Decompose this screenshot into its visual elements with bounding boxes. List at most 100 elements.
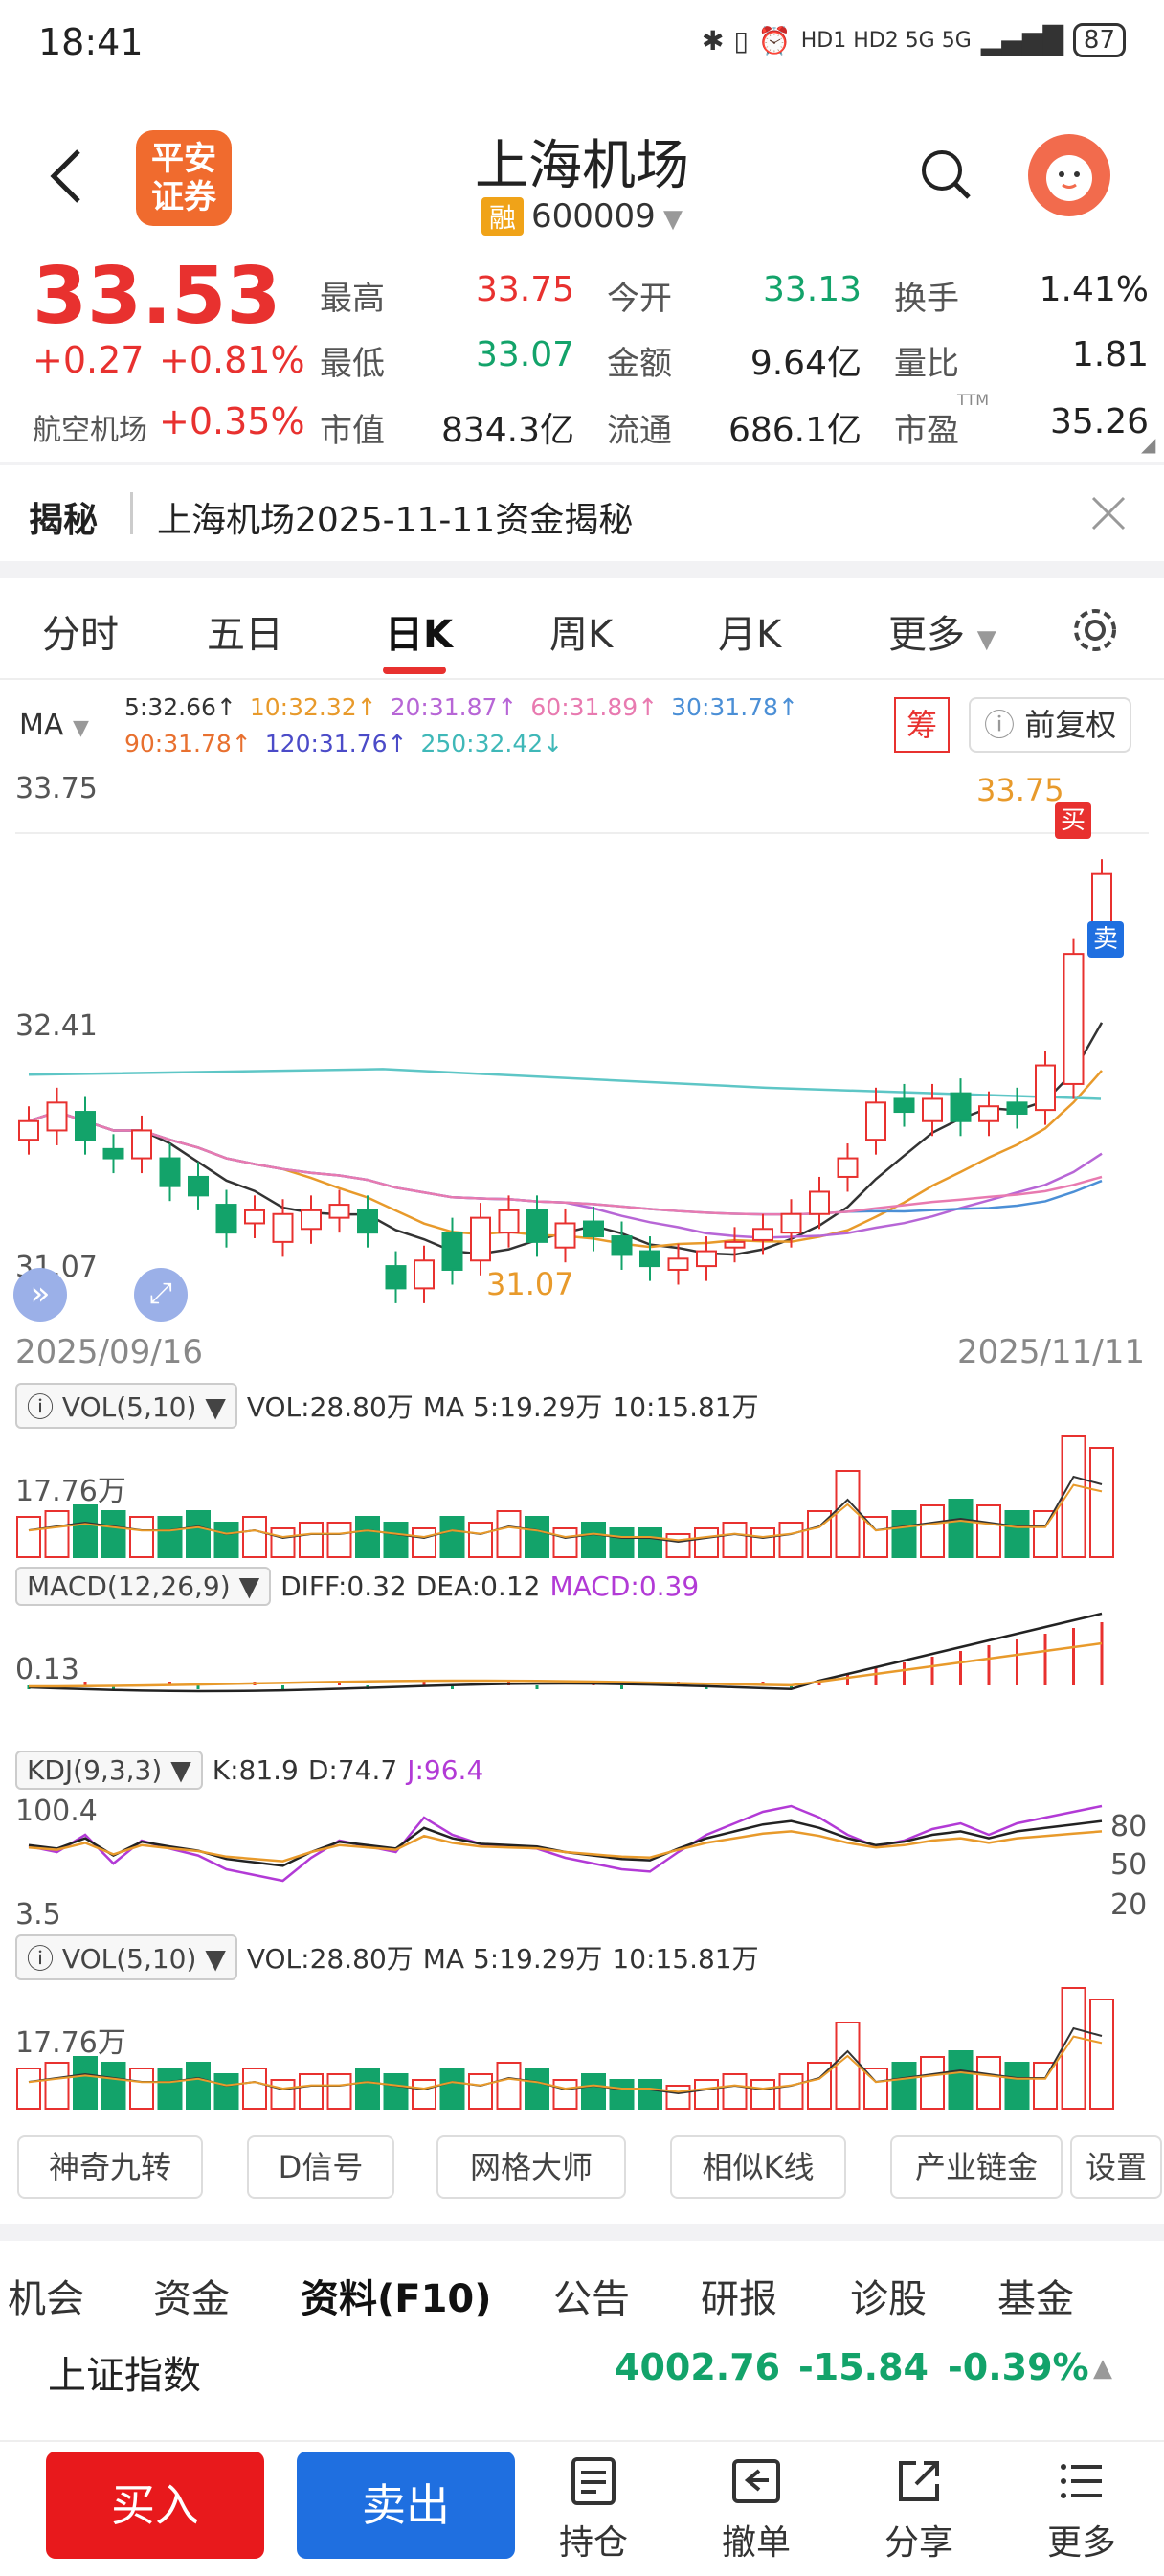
volume-bar xyxy=(496,1510,522,1558)
date-end: 2025/11/11 xyxy=(957,1333,1145,1371)
tab-announcement[interactable]: 公告 xyxy=(553,2277,630,2321)
share-button[interactable]: 分享 xyxy=(862,2455,976,2565)
tab-more[interactable]: 更多 ▼ xyxy=(888,603,996,659)
info-icon: ⓘ xyxy=(27,1391,62,1423)
candle-body xyxy=(978,1105,999,1122)
min-price-label: 31.07 xyxy=(486,1266,574,1302)
volume-bar xyxy=(835,1470,861,1558)
volume-bar xyxy=(694,1527,719,1558)
info-icon: ⓘ xyxy=(27,1943,62,1975)
settings-gear-icon[interactable] xyxy=(1070,605,1120,655)
sector-name[interactable]: 航空机场 xyxy=(33,414,147,447)
vol2-ma10: 10:15.81万 xyxy=(612,1943,759,1975)
volume-bar xyxy=(638,2079,662,2110)
volume-chart-2[interactable] xyxy=(0,1975,1164,2111)
tab-capital[interactable]: 资金 xyxy=(153,2277,230,2321)
candle-body xyxy=(301,1209,322,1231)
date-start: 2025/09/16 xyxy=(15,1333,203,1371)
label-high: 最高 xyxy=(320,280,385,318)
banner-text: 上海机场2025-11-11资金揭秘 xyxy=(157,501,634,540)
buy-signal-marker[interactable]: 买 xyxy=(1055,802,1091,839)
tool-d-signal[interactable]: D信号 xyxy=(247,2135,394,2199)
kdj-axis-top: 100.4 xyxy=(15,1795,98,1828)
tab-research[interactable]: 研报 xyxy=(701,2277,777,2321)
tab-diagnosis[interactable]: 诊股 xyxy=(850,2277,927,2321)
sell-signal-marker[interactable]: 卖 xyxy=(1087,921,1124,958)
stock-code-line[interactable]: 融 600009 ▼ xyxy=(0,197,1164,236)
index-name: 上证指数 xyxy=(48,2354,201,2398)
logo-text-2: 证券 xyxy=(151,178,216,216)
tab-monthly-k[interactable]: 月K xyxy=(718,613,782,657)
caret-up-icon[interactable]: ▲ xyxy=(1093,2354,1112,2383)
volume-bar xyxy=(722,1522,748,1558)
volume-bar xyxy=(552,1527,578,1558)
tab-weekly-k[interactable]: 周K xyxy=(549,613,614,657)
tab-fund[interactable]: 基金 xyxy=(997,2277,1074,2321)
vol2-vol: VOL:28.80万 xyxy=(246,1943,414,1975)
tab-more-label: 更多 xyxy=(888,613,965,657)
value-volume-ratio: 1.81 xyxy=(1071,335,1149,374)
tab-f10[interactable]: 资料(F10) xyxy=(301,2277,492,2321)
kdj-selector[interactable]: KDJ(9,3,3) ▼ xyxy=(15,1751,203,1790)
tab-intraday[interactable]: 分时 xyxy=(42,613,119,657)
tab-five-day[interactable]: 五日 xyxy=(207,613,283,657)
ma-selector[interactable]: MA ▼ xyxy=(19,709,89,742)
kdj-chart[interactable] xyxy=(0,1791,1164,1925)
tool-industry-chain[interactable]: 产业链金 xyxy=(890,2135,1063,2199)
label-open: 今开 xyxy=(607,280,672,318)
close-icon[interactable] xyxy=(1089,494,1128,532)
vol2-ma5: MA 5:19.29万 xyxy=(422,1943,603,1975)
adjust-mode-button[interactable]: ⓘ 前复权 xyxy=(969,697,1132,753)
ma30-value: 30:31.78↑ xyxy=(671,693,798,721)
volume-chart-1[interactable] xyxy=(0,1423,1164,1559)
search-icon[interactable] xyxy=(919,147,973,201)
diff-line xyxy=(28,1612,1103,1693)
sell-button[interactable]: 卖出 xyxy=(297,2452,515,2559)
value-pe: 35.26 xyxy=(1049,402,1149,441)
fullscreen-icon[interactable]: ⤢ xyxy=(134,1268,188,1322)
hold-button[interactable]: 持仓 xyxy=(536,2455,651,2565)
volume-bar xyxy=(468,1522,493,1558)
tool-settings[interactable]: 设置 xyxy=(1070,2135,1162,2199)
candle-body xyxy=(441,1232,463,1271)
avatar[interactable] xyxy=(1028,134,1110,216)
kdj-d: D:74.7 xyxy=(307,1754,398,1786)
cancel-order-button[interactable]: 撤单 xyxy=(699,2455,814,2565)
caret-down-icon: ▼ xyxy=(238,1570,260,1602)
y-axis-mid: 32.41 xyxy=(15,1009,98,1043)
macd-chart[interactable] xyxy=(0,1609,1164,1752)
vol1-selector[interactable]: ⓘ VOL(5,10) ▼ xyxy=(15,1383,237,1429)
volume-bar xyxy=(609,2079,635,2110)
tool-magic-nine[interactable]: 神奇九转 xyxy=(17,2135,203,2199)
expand-corner-icon[interactable]: ◢ xyxy=(1141,433,1156,456)
vol2-selector[interactable]: ⓘ VOL(5,10) ▼ xyxy=(15,1934,237,1980)
buy-button[interactable]: 买入 xyxy=(46,2452,264,2559)
more-button[interactable]: 更多 xyxy=(1024,2455,1139,2565)
label-low: 最低 xyxy=(320,345,385,383)
stock-code: 600009 xyxy=(530,197,656,236)
volume-bar xyxy=(750,1527,775,1558)
tool-similar-k[interactable]: 相似K线 xyxy=(670,2135,846,2199)
back-arrow-icon[interactable] xyxy=(48,147,86,205)
index-ticker[interactable]: 上证指数 4002.76 -15.84 -0.39% ▲ xyxy=(0,2337,1164,2432)
tab-opportunity[interactable]: 机会 xyxy=(8,2277,84,2321)
candle-body xyxy=(18,1119,39,1141)
volume-bar xyxy=(835,2022,861,2110)
ma-legend-row-1: 5:32.66↑ 10:32.32↑ 20:31.87↑ 60:31.89↑ 3… xyxy=(124,693,798,721)
macd-selector[interactable]: MACD(12,26,9) ▼ xyxy=(15,1567,272,1606)
tool-grid-master[interactable]: 网格大师 xyxy=(436,2135,626,2199)
signal-icon: ▂▄▆█ xyxy=(980,24,1063,56)
volume-bar xyxy=(750,2079,775,2110)
kline-chart[interactable] xyxy=(0,757,1164,1322)
chip-distribution-button[interactable]: 筹 xyxy=(894,697,950,753)
tab-daily-k[interactable]: 日K xyxy=(385,613,453,657)
volume-bar xyxy=(44,1510,70,1558)
candle-body xyxy=(46,1101,68,1132)
expand-panel-icon[interactable]: » xyxy=(13,1268,67,1322)
volume-bar xyxy=(638,1527,662,1558)
candle-body xyxy=(1035,1064,1056,1112)
kdj-header: KDJ(9,3,3) ▼ K:81.9 D:74.7 J:96.4 xyxy=(15,1751,483,1790)
caret-down-icon: ▼ xyxy=(205,1391,226,1423)
capital-reveal-banner[interactable]: 揭秘 上海机场2025-11-11资金揭秘 xyxy=(0,469,1164,561)
broker-logo[interactable]: 平安 证券 xyxy=(136,130,232,226)
